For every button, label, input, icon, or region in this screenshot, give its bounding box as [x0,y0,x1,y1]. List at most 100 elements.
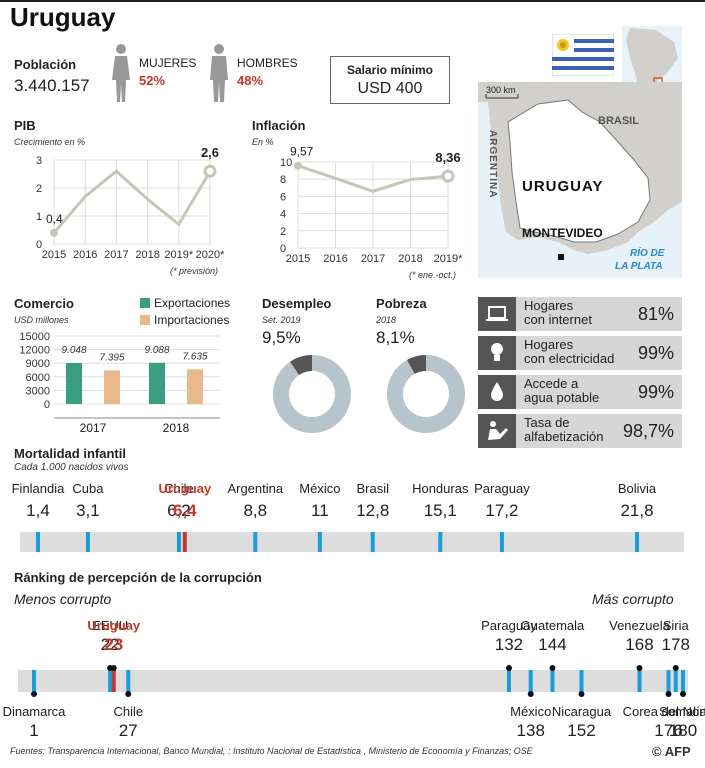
point-name: México [510,704,551,719]
point-name: Brasil [356,481,389,496]
point-value: 12,8 [356,501,389,520]
mortality-strip-chart: Finlandia 1,4 Cuba 3,1 Chile 6,2 Uruguay 6,4 Arg… [12,481,684,552]
marker [85,532,90,552]
tick-dot [636,665,643,671]
data-label: 0,4 [46,212,63,226]
y-tick-label: 0 [36,239,42,251]
y-tick-label: 6 [280,191,286,203]
indicator-value: 81% [637,304,674,324]
tick-dot [505,665,512,671]
inflation-subtitle: En % [252,137,274,147]
point-value: 138 [517,721,545,740]
legend-export-swatch [140,298,150,308]
series-line [52,169,212,234]
point-name: México [299,481,340,496]
x-tick-label: 2015 [42,249,66,261]
point-value: 17,2 [485,501,518,520]
population-value: 3.440.157 [14,76,90,95]
point-name: Honduras [412,481,469,496]
afp-credit: © AFP [652,744,691,759]
y-tick-label: 15000 [19,331,50,343]
uruguay-map [478,82,682,278]
x-tick-label: 2017 [104,249,128,261]
point-name: Chile [164,481,194,496]
point-name: Cuba [72,481,104,496]
point-name: Uruguay [158,481,212,496]
marker [550,670,555,692]
x-tick-label: 2016 [323,253,347,265]
point-value: 8,8 [243,501,267,520]
data-label: 8,36 [435,150,460,165]
marker [111,670,116,692]
chart-note: (* previsión) [170,266,218,276]
tick-dot [527,691,534,697]
point-value: 176 [654,721,682,740]
marker [579,670,584,692]
unemployment-donut [273,355,351,433]
min-wage-label: Salario mínimo [346,63,434,77]
men-value: 48% [237,73,264,88]
lightbulb-icon [478,336,516,370]
indicator-water: Accede a agua potable 99% [478,375,682,409]
corruption-strip-chart: Dinamarca 1 EEUU 22 Uruguay 23 Chile 27 Paraguay… [3,618,705,740]
indicator-value: 99% [637,343,674,363]
reading-icon [478,414,516,448]
point-name: EEUU [92,618,128,633]
point-value: 1 [29,721,38,740]
donut-slice [290,355,313,376]
map-label-uruguay: URUGUAY [522,178,604,195]
tick-dot [31,691,37,697]
man-icon [210,44,228,102]
x-tick-label: 2017 [80,421,107,435]
y-tick-label: 3000 [26,385,50,397]
corruption-right-label: Más corrupto [592,591,674,607]
data-point [50,228,58,237]
tick-dot [549,665,556,671]
poverty-title: Pobreza [376,296,427,311]
pib-title: PIB [14,118,36,133]
indicator-label: Hogares con internet [524,298,592,327]
bar [149,362,165,404]
data-label: 2,6 [201,145,219,160]
x-tick-label: 2019* [164,249,193,261]
trade-title: Comercio [14,296,74,311]
marker [666,670,671,692]
poverty-value: 8,1% [376,328,415,347]
legend-export-label: Exportaciones [154,296,231,310]
unemployment-subtitle: Set. 2019 [262,315,301,325]
trade-subtitle: USD millones [14,315,69,325]
series-line [297,164,449,193]
population-label: Población [14,57,77,72]
point-name: Finlandia [12,481,66,496]
point-value: 180 [669,721,697,740]
unemployment-value: 9,5% [262,328,301,347]
top-rule [0,0,705,2]
marker [528,670,533,692]
min-wage-box: Salario mínimo USD 400 [330,56,450,104]
map-label-rio1: RÍO DE [630,248,665,259]
y-tick-label: 3 [36,155,42,167]
point-name: Uruguay [87,618,141,633]
laptop-icon [478,297,516,331]
marker [253,532,258,552]
point-value: 3,1 [76,501,100,520]
point-name: Venezuela [609,618,670,633]
x-tick-label: 2018 [398,253,422,265]
point-value: 152 [567,721,595,740]
marker [36,532,40,552]
marker [499,532,504,552]
water-drop-icon [478,375,516,409]
point-name: Corea del Norte [623,704,705,719]
unemployment-title: Desempleo [262,296,332,311]
corruption-title: Ránking de percepción de la corrupción [14,570,262,585]
point-name: Somalía [659,704,705,719]
indicator-label: Tasa de alfabetización [524,415,604,444]
bar [66,362,82,404]
indicator-internet: Hogares con internet 81% [478,297,682,331]
min-wage-value: USD 400 [357,80,423,97]
men-label: HOMBRES [237,56,298,70]
inflation-title: Inflación [252,118,306,133]
data-label: 9,57 [290,145,314,159]
point-value: 178 [662,635,690,654]
tick-dot [665,691,672,697]
